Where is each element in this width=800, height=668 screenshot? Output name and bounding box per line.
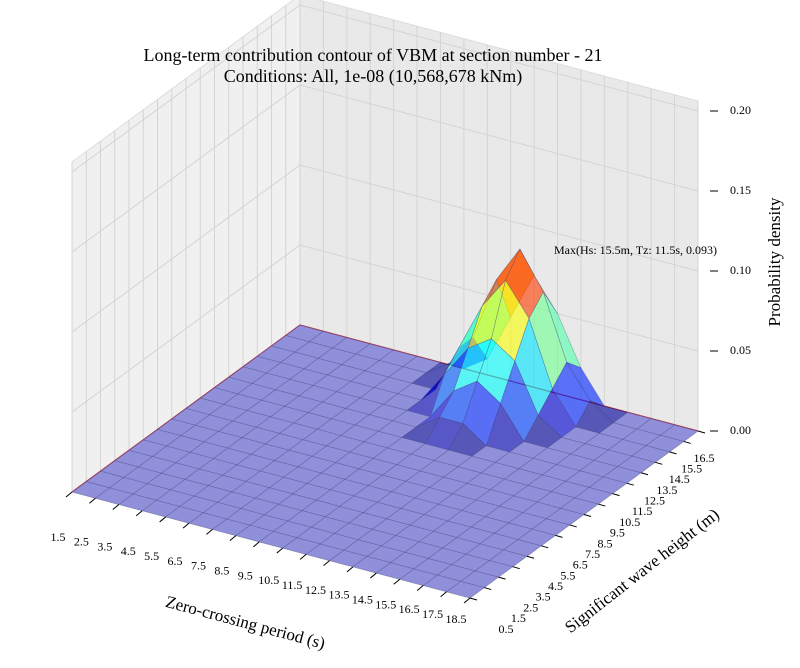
x-tick-label: 11.5 bbox=[282, 578, 303, 592]
y-tick-label: 5.5 bbox=[560, 568, 575, 582]
y-tick-label: 16.5 bbox=[694, 451, 715, 465]
z-tick-label: 0.15 bbox=[730, 183, 751, 197]
x-tick bbox=[159, 516, 166, 523]
x-tick bbox=[299, 553, 307, 560]
x-tick bbox=[182, 522, 190, 529]
y-tick bbox=[541, 545, 549, 549]
y-tick-label: 1.5 bbox=[511, 611, 526, 625]
x-tick bbox=[89, 497, 96, 504]
y-tick bbox=[555, 534, 563, 538]
y-tick bbox=[640, 472, 649, 476]
x-tick-label: 12.5 bbox=[305, 583, 326, 597]
x-tick-label: 10.5 bbox=[258, 573, 279, 587]
x-tick bbox=[276, 547, 284, 554]
x-tick-label: 7.5 bbox=[191, 559, 206, 573]
x-tick-label: 15.5 bbox=[375, 597, 396, 611]
y-tick bbox=[697, 430, 706, 434]
y-tick bbox=[569, 524, 577, 528]
surface bbox=[71, 248, 699, 599]
labels: 1.5 2.5 3.5 4.5 5.5 6.5 7.5 8.5 9.5 10.5 11.5 12.5 1… bbox=[51, 103, 752, 636]
y-tick-label: 13.5 bbox=[656, 483, 677, 497]
y-tick-label: 3.5 bbox=[536, 590, 551, 604]
grid-line bbox=[71, 4, 699, 173]
y-tick-label: 10.5 bbox=[619, 515, 640, 529]
surface-cell bbox=[574, 487, 614, 505]
y-tick bbox=[512, 566, 520, 570]
y-tick-label: 0.5 bbox=[499, 622, 514, 636]
x-tick bbox=[65, 491, 73, 498]
y-tick-label: 11.5 bbox=[632, 504, 653, 518]
grid-line bbox=[71, 84, 699, 253]
x-tick-label: 13.5 bbox=[328, 588, 349, 602]
y-tick-label: 4.5 bbox=[548, 579, 563, 593]
y-tick bbox=[683, 440, 691, 444]
z-axis-label: Probability density bbox=[765, 197, 784, 326]
x-tick-label: 16.5 bbox=[399, 602, 420, 616]
y-tick bbox=[469, 597, 478, 601]
x-tick-label: 6.5 bbox=[168, 554, 183, 568]
x-tick bbox=[463, 597, 471, 604]
y-tick bbox=[669, 451, 677, 455]
y-tick bbox=[626, 482, 634, 486]
x-tick bbox=[206, 529, 213, 535]
x-tick bbox=[346, 566, 354, 573]
x-tick bbox=[112, 504, 120, 510]
x-axis-label: Zero-crossing period (s) bbox=[164, 592, 328, 653]
z-tick-label: 0.05 bbox=[730, 343, 751, 357]
y-tick bbox=[612, 493, 620, 497]
chart-subtitle: Conditions: All, 1e-08 (10,568,678 kNm) bbox=[224, 66, 523, 87]
x-tick-label: 5.5 bbox=[144, 549, 159, 563]
x-tick-label: 17.5 bbox=[422, 607, 443, 621]
y-tick bbox=[526, 555, 535, 559]
x-tick-label: 1.5 bbox=[51, 530, 66, 544]
x-tick-label: 3.5 bbox=[97, 539, 112, 553]
y-tick bbox=[598, 503, 606, 507]
y-tick-label: 12.5 bbox=[644, 494, 665, 508]
y-tick bbox=[484, 587, 492, 591]
x-tick-label: 2.5 bbox=[74, 535, 89, 549]
x-tick bbox=[440, 591, 447, 598]
y-tick bbox=[583, 514, 592, 517]
x-tick-label: 8.5 bbox=[214, 564, 229, 578]
z-tick-label: 0.00 bbox=[730, 423, 751, 437]
y-tick bbox=[655, 461, 663, 465]
grid-line bbox=[71, 164, 699, 333]
x-tick bbox=[370, 572, 377, 579]
x-tick-label: 14.5 bbox=[352, 592, 373, 606]
y-tick-label: 8.5 bbox=[598, 536, 613, 550]
y-tick bbox=[498, 576, 506, 580]
grid bbox=[71, 0, 699, 493]
x-tick bbox=[323, 560, 330, 566]
x-tick-label: 18.5 bbox=[446, 612, 467, 626]
y-tick-label: 7.5 bbox=[585, 547, 600, 561]
x-tick-label: 4.5 bbox=[121, 544, 136, 558]
x-tick bbox=[393, 578, 401, 585]
y-tick-label: 6.5 bbox=[573, 558, 588, 572]
z-tick-label: 0.20 bbox=[730, 103, 751, 117]
y-tick-label: 2.5 bbox=[523, 600, 538, 614]
y-tick-label: 15.5 bbox=[681, 461, 702, 475]
x-tick bbox=[252, 541, 260, 548]
chart-title: Long-term contribution contour of VBM at… bbox=[143, 45, 602, 65]
y-tick-label: 9.5 bbox=[610, 526, 625, 540]
x-tick bbox=[229, 535, 237, 542]
z-tick-label: 0.10 bbox=[730, 263, 751, 277]
y-tick-label: 14.5 bbox=[669, 472, 690, 486]
x-tick bbox=[135, 510, 143, 517]
x-tick bbox=[416, 585, 424, 591]
grid-line bbox=[71, 244, 699, 413]
max-annotation: Max(Hs: 15.5m, Tz: 11.5s, 0.093) bbox=[554, 243, 717, 257]
x-tick-label: 9.5 bbox=[238, 568, 253, 582]
